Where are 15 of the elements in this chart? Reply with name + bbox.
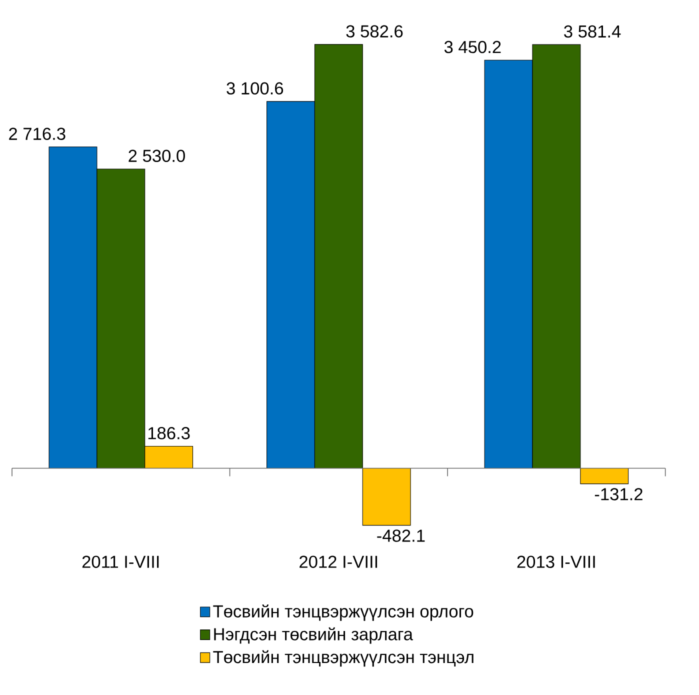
data-label: 2 716.3 [9,128,66,140]
data-label: -482.1 [377,530,425,542]
data-label: 3 581.4 [564,25,621,38]
x-tick-label: 2012 I-VIII [300,556,378,568]
data-label: 3 450.2 [444,40,501,54]
x-tick-label: 2013 I-VIII [517,556,595,568]
legend-label: Төсвийн тэнцвэржүүлсэн орлого [213,604,474,621]
data-label: -131.2 [594,488,642,500]
data-label: 3 582.6 [346,25,403,38]
legend-label: Нэгдсэн төсвийн зарлага [214,627,414,644]
data-label: 3 100.6 [226,82,284,95]
x-tick-label: 2011 I-VIII [82,556,159,568]
legend-label: Төсвийн тэнцвэржүүлсэн тэнцэл [213,650,474,667]
data-label: 186.3 [148,427,190,440]
data-label: 2 530.0 [128,150,185,162]
